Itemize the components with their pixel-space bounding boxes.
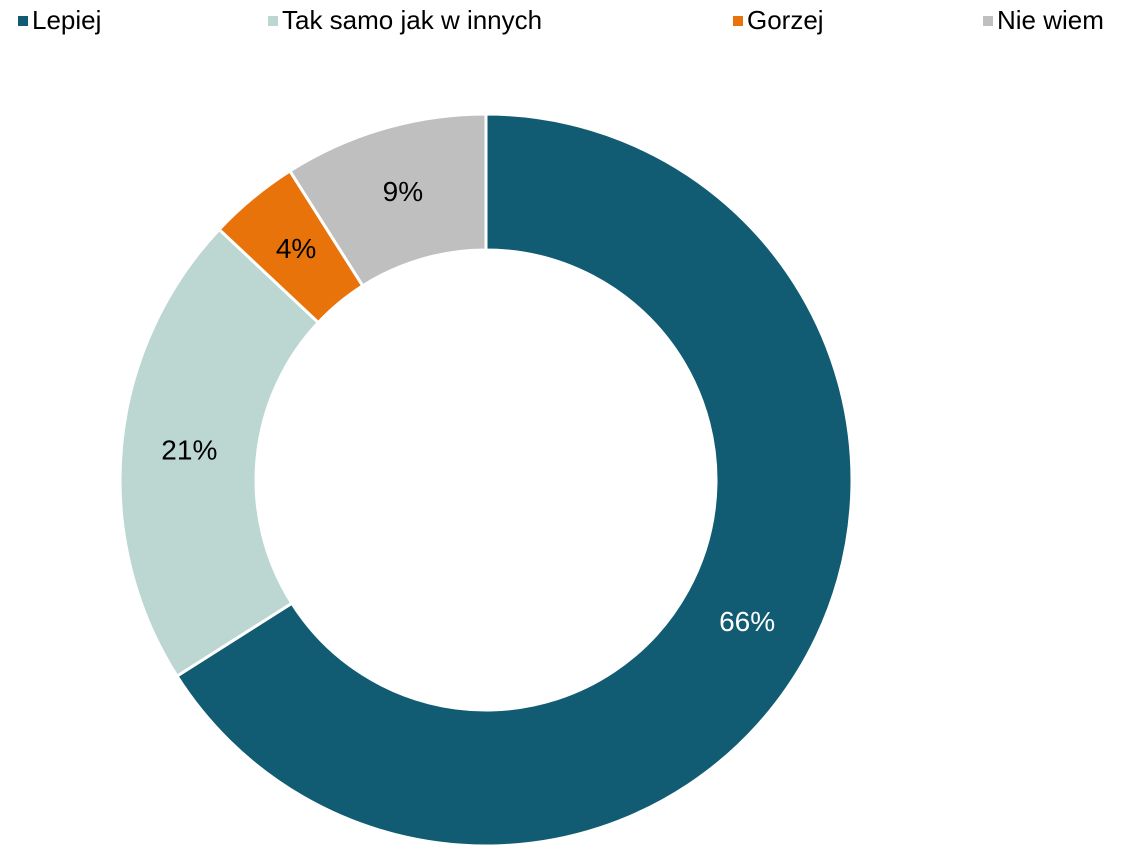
legend-label: Nie wiem xyxy=(997,5,1104,35)
legend-label: Lepiej xyxy=(32,5,101,35)
legend-label: Tak samo jak w innych xyxy=(282,5,542,35)
data-label: 66% xyxy=(719,606,775,637)
donut-segment xyxy=(287,112,488,288)
donut-segment xyxy=(174,112,854,845)
data-label: 4% xyxy=(276,233,316,264)
legend-swatch xyxy=(268,16,278,26)
legend-swatch xyxy=(18,16,28,26)
legend-label: Gorzej xyxy=(747,5,824,35)
data-label: 21% xyxy=(161,434,217,465)
data-label: 9% xyxy=(383,176,423,207)
legend-swatch xyxy=(733,16,743,26)
donut-segment xyxy=(118,227,321,679)
legend-swatch xyxy=(983,16,993,26)
